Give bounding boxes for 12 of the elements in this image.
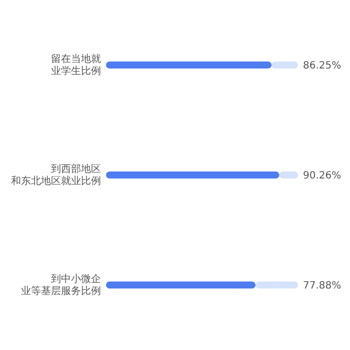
bar: [279, 172, 298, 178]
data-label: 90.26%: [303, 170, 342, 182]
bar: [106, 282, 256, 288]
bar: [106, 62, 272, 68]
y-tick-label: 到中小微企业等基层服务比例: [21, 273, 101, 297]
bar: [256, 282, 298, 288]
y-tick-label: 留在当地就业学生比例: [51, 53, 101, 77]
y-tick-label: 到西部地区和东北地区就业比例: [11, 163, 101, 187]
bar: [272, 62, 298, 68]
bar: [106, 172, 280, 178]
data-label: 77.88%: [303, 280, 342, 292]
data-label: 86.25%: [303, 60, 342, 72]
